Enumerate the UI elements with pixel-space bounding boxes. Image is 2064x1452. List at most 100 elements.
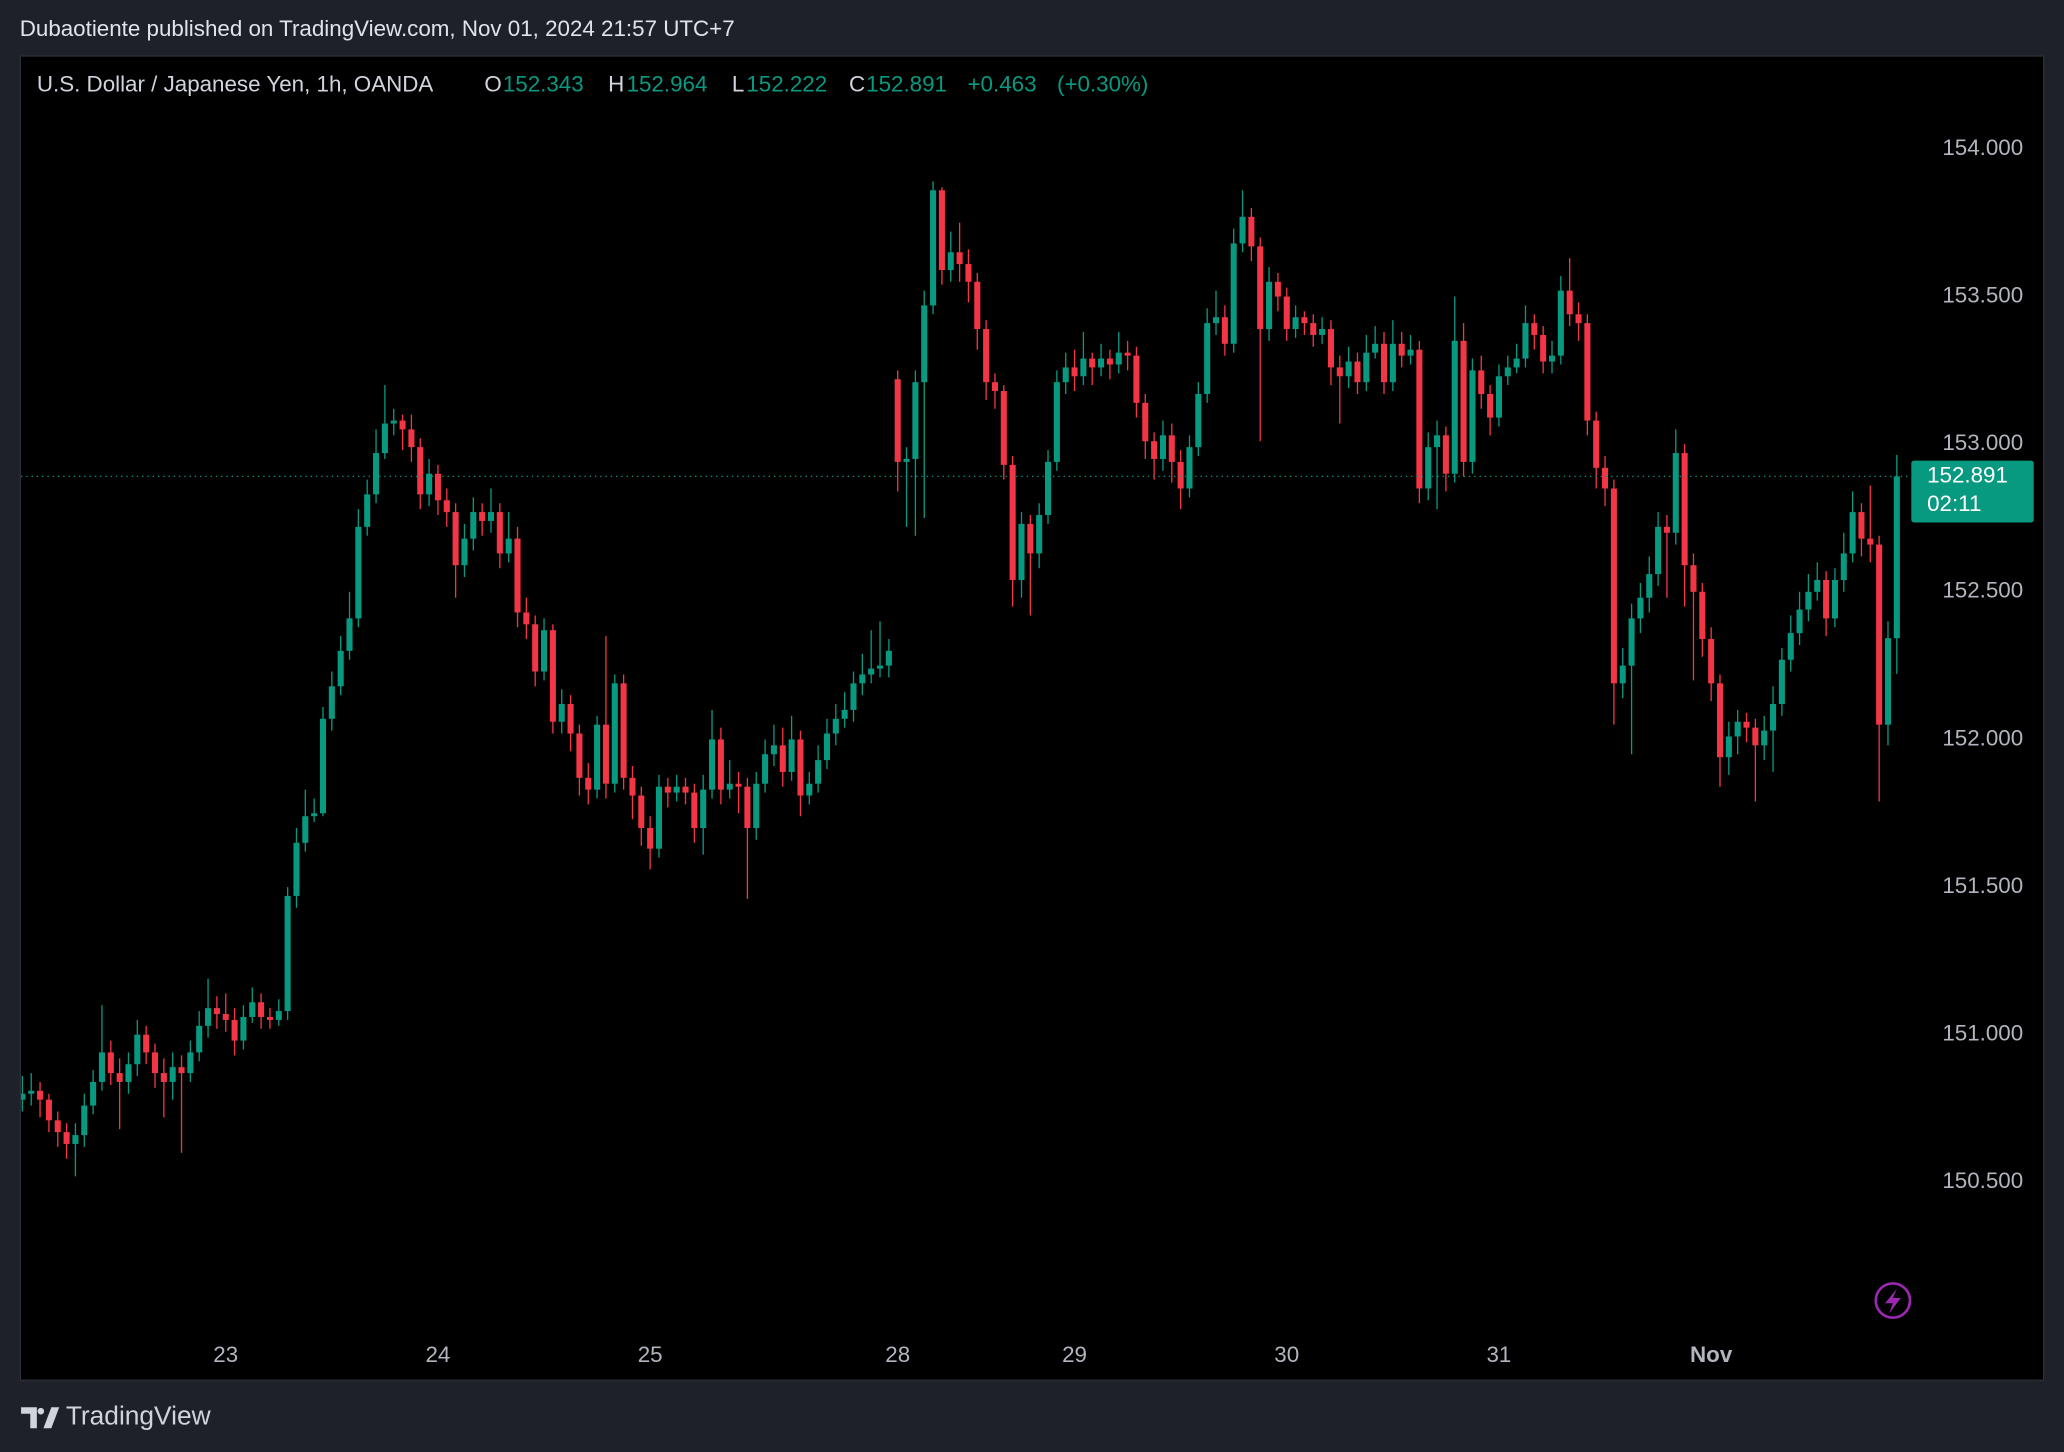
candle-body xyxy=(1354,361,1361,383)
candle-body xyxy=(1752,727,1759,746)
candle-body xyxy=(1814,580,1821,592)
candle-body xyxy=(178,1067,185,1074)
candle-body xyxy=(408,429,415,448)
candle-body xyxy=(1451,340,1458,474)
y-tick-label: 151.500 xyxy=(1942,873,2023,898)
candle-body xyxy=(443,500,450,513)
candle-body xyxy=(45,1099,52,1121)
candle-body xyxy=(1327,329,1334,368)
candle-body xyxy=(1646,574,1653,598)
plot-area xyxy=(21,181,1900,1177)
candle-body xyxy=(770,745,777,755)
last-price-box xyxy=(1911,460,2034,523)
candle-body xyxy=(974,281,981,330)
candle-body xyxy=(1716,683,1724,758)
candle-body xyxy=(1513,358,1520,368)
candle-body xyxy=(885,650,892,666)
candle-body xyxy=(1893,476,1900,639)
candle-body xyxy=(682,786,689,793)
candle-body xyxy=(779,745,786,772)
candle-body xyxy=(205,1008,212,1026)
candle-body xyxy=(523,612,530,625)
y-tick-label: 151.000 xyxy=(1942,1021,2023,1046)
candle-body xyxy=(21,1093,26,1100)
candle-body xyxy=(284,895,291,1012)
candle-body xyxy=(1239,216,1246,244)
candle-body xyxy=(1584,323,1591,421)
candle-body xyxy=(1230,243,1237,344)
candle-body xyxy=(125,1064,132,1082)
candle-body xyxy=(28,1090,35,1094)
candle-body xyxy=(753,783,760,829)
candle-body xyxy=(390,420,397,424)
candle-body xyxy=(1319,329,1326,335)
candle-body xyxy=(1672,453,1679,533)
candle-body xyxy=(514,538,521,613)
candle-body xyxy=(452,512,459,566)
candle-body xyxy=(983,329,990,383)
candle-body xyxy=(72,1135,79,1144)
chart-panel xyxy=(19,55,2045,1381)
candle-body xyxy=(1416,349,1423,489)
candle-body xyxy=(1557,290,1564,356)
x-tick-label: 30 xyxy=(1274,1342,1299,1367)
candle-body xyxy=(1575,314,1582,324)
candle-body xyxy=(1849,512,1856,554)
candle-body xyxy=(1407,349,1414,356)
candle-body xyxy=(1593,420,1600,468)
candle-body xyxy=(868,668,875,675)
candle-body xyxy=(1372,343,1379,353)
candle-body xyxy=(1884,638,1892,725)
candle-body xyxy=(1212,317,1220,324)
candle-body xyxy=(302,816,309,843)
candle-body xyxy=(832,718,839,734)
candle-body xyxy=(1000,391,1007,465)
candle-body xyxy=(426,473,433,495)
candle-body xyxy=(1159,435,1166,459)
candle-body xyxy=(965,264,972,282)
candle-body xyxy=(240,1016,247,1041)
candle-body xyxy=(647,828,654,849)
candle-body xyxy=(311,813,318,817)
y-tick-label: 150.500 xyxy=(1942,1168,2023,1193)
candle-body xyxy=(1336,367,1343,377)
footer-logo[interactable] xyxy=(21,1407,60,1429)
candle-body xyxy=(1274,281,1281,297)
candle-body xyxy=(1619,665,1626,684)
y-tick-label: 153.000 xyxy=(1942,430,2023,455)
bolt-icon xyxy=(1874,1282,1912,1320)
candle-body xyxy=(479,512,486,521)
candle-body xyxy=(1151,441,1158,459)
legend-close-letter: C xyxy=(849,72,865,97)
candle-body xyxy=(1867,538,1874,545)
candle-body xyxy=(611,683,618,784)
candle-body xyxy=(1098,358,1105,368)
candle-body xyxy=(1778,659,1785,705)
candle-body xyxy=(187,1052,194,1074)
candle-body xyxy=(1478,370,1485,394)
candle-body xyxy=(1425,447,1432,489)
candle-body xyxy=(434,473,441,501)
x-tick-label: 25 xyxy=(638,1342,663,1367)
candle-body xyxy=(717,739,724,790)
candle-body xyxy=(1027,523,1034,554)
candle-body xyxy=(258,1002,265,1017)
candle-body xyxy=(1434,435,1441,448)
candle-body xyxy=(1858,512,1865,539)
candle-body xyxy=(549,630,556,722)
legend-high-letter: H xyxy=(608,72,624,97)
candle-body xyxy=(1310,323,1317,335)
candle-body xyxy=(1044,461,1052,516)
candle-body xyxy=(496,512,503,554)
candle-body xyxy=(1504,367,1511,377)
candle-body xyxy=(930,190,937,306)
candle-body xyxy=(744,786,751,829)
candle-body xyxy=(1876,544,1883,725)
y-tick-label: 153.500 xyxy=(1942,282,2023,307)
candle-body xyxy=(328,686,335,719)
candle-body xyxy=(487,512,495,521)
candle-body xyxy=(1495,376,1502,418)
footer-brand[interactable]: TradingView xyxy=(66,1401,212,1431)
candle-body xyxy=(1805,591,1812,610)
candle-body xyxy=(788,739,795,772)
